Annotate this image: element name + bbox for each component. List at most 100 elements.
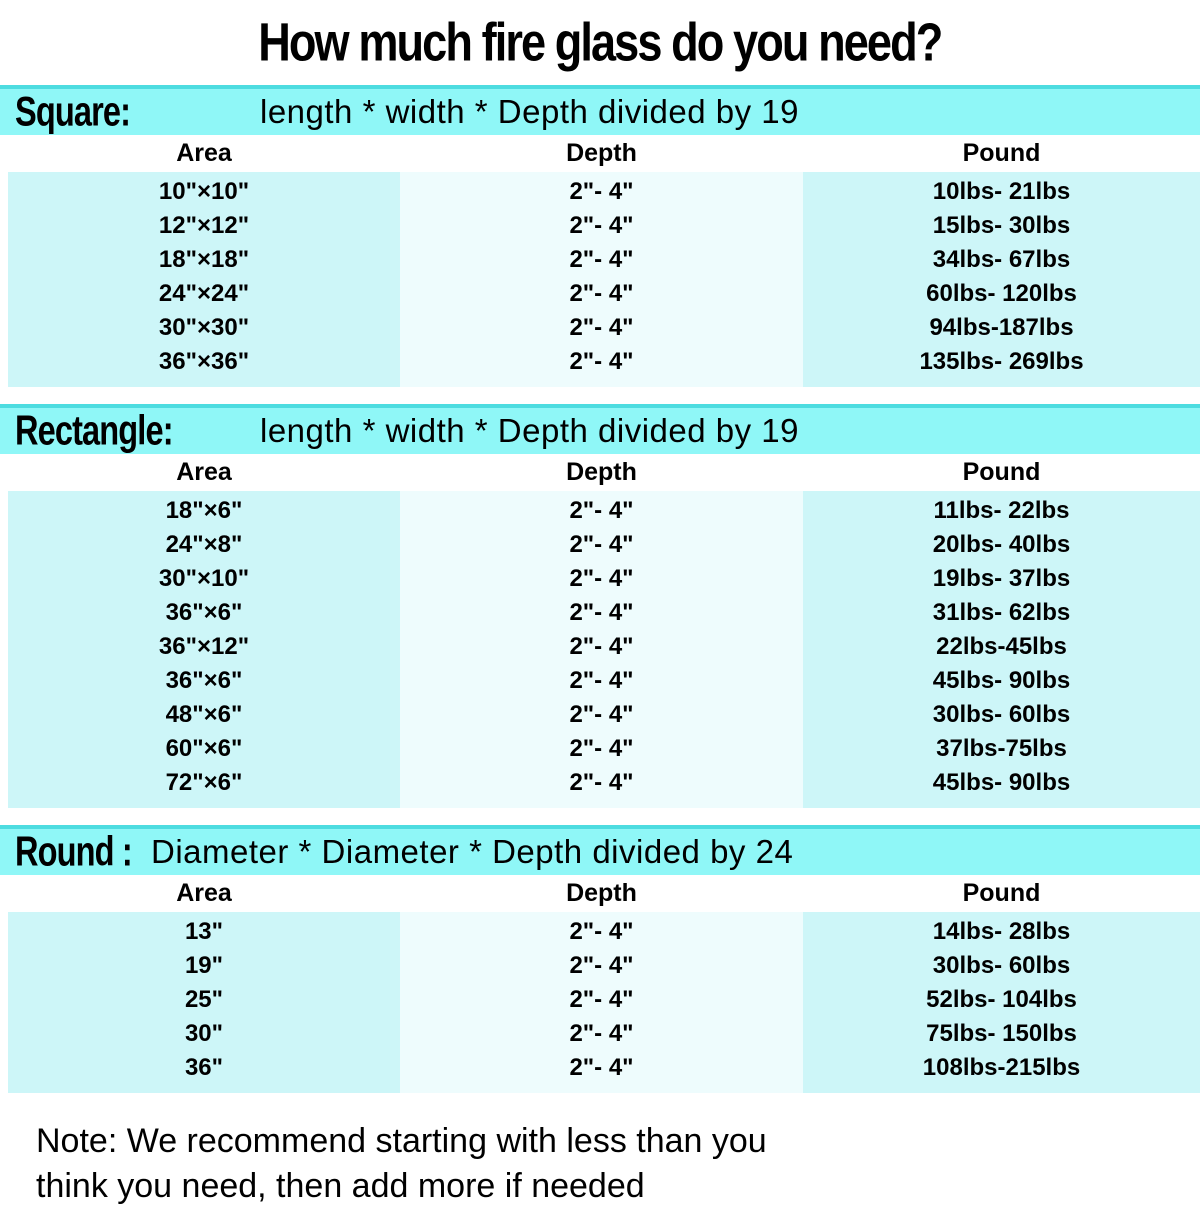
section-round-formula: Diameter * Diameter * Depth divided by 2… bbox=[151, 833, 794, 870]
depth-column: 2"- 4" 2"- 4" 2"- 4" 2"- 4" 2"- 4" 2"- 4" 2"- … bbox=[400, 491, 803, 808]
section-round-table: 13" 19" 25" 30" 36" 2"- 4" 2"- 4" 2"- 4" 2"- 4"… bbox=[0, 912, 1200, 1093]
page-title-text: How much fire glass do you need? bbox=[258, 11, 943, 72]
section-rectangle-formula: length * width * Depth divided by 19 bbox=[260, 412, 800, 449]
table-cell: 2"- 4" bbox=[569, 735, 634, 762]
table-cell: 2"- 4" bbox=[569, 667, 634, 694]
column-header-area: Area bbox=[176, 139, 232, 167]
table-cell: 18"×18" bbox=[158, 246, 250, 273]
table-cell: 36"×36" bbox=[158, 348, 250, 375]
page-title: How much fire glass do you need? bbox=[0, 0, 1200, 85]
table-cell: 36"×6" bbox=[165, 599, 243, 626]
table-cell: 36" bbox=[184, 1054, 224, 1081]
table-cell: 36"×6" bbox=[165, 667, 243, 694]
table-cell: 135lbs- 269lbs bbox=[919, 348, 1084, 375]
table-cell: 2"- 4" bbox=[569, 1020, 634, 1047]
section-square-name-slot: Square: bbox=[15, 88, 260, 135]
table-cell: 2"- 4" bbox=[569, 599, 634, 626]
table-cell: 37lbs-75lbs bbox=[936, 735, 1067, 762]
pound-column: 10lbs- 21lbs 15lbs- 30lbs 34lbs- 67lbs 60lb… bbox=[803, 172, 1200, 387]
table-cell: 36"×12" bbox=[158, 633, 250, 660]
table-cell: 10lbs- 21lbs bbox=[932, 178, 1071, 205]
table-cell: 30"×10" bbox=[158, 565, 250, 592]
column-header-depth: Depth bbox=[566, 139, 637, 167]
table-cell: 2"- 4" bbox=[569, 952, 634, 979]
table-cell: 52lbs- 104lbs bbox=[926, 986, 1077, 1013]
table-cell: 2"- 4" bbox=[569, 769, 634, 796]
table-cell: 18"×6" bbox=[165, 497, 243, 524]
table-cell: 30lbs- 60lbs bbox=[932, 701, 1071, 728]
section-rectangle-header-band: Rectangle: length * width * Depth divide… bbox=[0, 404, 1200, 454]
area-column: 10"×10" 12"×12" 18"×18" 24"×24" 30"×30" 36"×3… bbox=[8, 172, 400, 387]
table-cell: 75lbs- 150lbs bbox=[926, 1020, 1077, 1047]
note-text: Note: We recommend starting with less th… bbox=[36, 1119, 1200, 1209]
section-square-column-headers: Area Depth Pound bbox=[0, 135, 1200, 172]
section-rectangle: Rectangle: length * width * Depth divide… bbox=[0, 404, 1200, 808]
table-cell: 12"×12" bbox=[158, 212, 250, 239]
table-cell: 72"×6" bbox=[165, 769, 243, 796]
table-cell: 2"- 4" bbox=[569, 918, 634, 945]
column-header-area: Area bbox=[176, 458, 232, 486]
table-cell: 30lbs- 60lbs bbox=[932, 952, 1071, 979]
section-rectangle-table: 18"×6" 24"×8" 30"×10" 36"×6" 36"×12" 36"×6" 48… bbox=[0, 491, 1200, 808]
section-round-header-band: Round : Diameter * Diameter * Depth divi… bbox=[0, 825, 1200, 875]
table-cell: 19" bbox=[184, 952, 224, 979]
table-cell: 2"- 4" bbox=[569, 497, 634, 524]
table-cell: 11lbs- 22lbs bbox=[933, 497, 1070, 524]
table-cell: 24"×24" bbox=[158, 280, 250, 307]
column-header-depth: Depth bbox=[566, 458, 637, 486]
section-square-header-band: Square: length * width * Depth divided b… bbox=[0, 85, 1200, 135]
table-cell: 30" bbox=[184, 1020, 224, 1047]
table-cell: 24"×8" bbox=[165, 531, 243, 558]
table-cell: 2"- 4" bbox=[569, 701, 634, 728]
table-cell: 2"- 4" bbox=[569, 1054, 634, 1081]
table-cell: 30"×30" bbox=[158, 314, 250, 341]
table-cell: 108lbs-215lbs bbox=[922, 1054, 1081, 1081]
table-cell: 60"×6" bbox=[165, 735, 243, 762]
table-cell: 2"- 4" bbox=[569, 348, 634, 375]
table-cell: 10"×10" bbox=[158, 178, 250, 205]
note-line-2: think you need, then add more if needed bbox=[36, 1166, 645, 1205]
section-rectangle-column-headers: Area Depth Pound bbox=[0, 454, 1200, 491]
depth-column: 2"- 4" 2"- 4" 2"- 4" 2"- 4" 2"- 4" bbox=[400, 912, 803, 1093]
table-cell: 19lbs- 37lbs bbox=[932, 565, 1071, 592]
section-square-title: Square: bbox=[15, 88, 131, 135]
table-cell: 60lbs- 120lbs bbox=[926, 280, 1077, 307]
section-round-title: Round : bbox=[15, 828, 133, 875]
note-line-1: Note: We recommend starting with less th… bbox=[36, 1122, 767, 1160]
depth-column: 2"- 4" 2"- 4" 2"- 4" 2"- 4" 2"- 4" 2"- 4" bbox=[400, 172, 803, 387]
table-cell: 45lbs- 90lbs bbox=[932, 769, 1071, 796]
section-round-column-headers: Area Depth Pound bbox=[0, 875, 1200, 912]
column-header-pound: Pound bbox=[962, 458, 1041, 486]
area-column: 13" 19" 25" 30" 36" bbox=[8, 912, 400, 1093]
section-square: Square: length * width * Depth divided b… bbox=[0, 85, 1200, 387]
pound-column: 11lbs- 22lbs 20lbs- 40lbs 19lbs- 37lbs 31lb… bbox=[803, 491, 1200, 808]
section-rectangle-name-slot: Rectangle: bbox=[15, 407, 260, 454]
section-round-name-slot: Round : bbox=[15, 828, 151, 875]
column-header-area: Area bbox=[176, 879, 232, 907]
table-cell: 15lbs- 30lbs bbox=[932, 212, 1071, 239]
table-cell: 2"- 4" bbox=[569, 565, 634, 592]
table-cell: 45lbs- 90lbs bbox=[932, 667, 1071, 694]
area-column: 18"×6" 24"×8" 30"×10" 36"×6" 36"×12" 36"×6" 48… bbox=[8, 491, 400, 808]
table-cell: 2"- 4" bbox=[569, 633, 634, 660]
table-cell: 2"- 4" bbox=[569, 212, 634, 239]
section-round: Round : Diameter * Diameter * Depth divi… bbox=[0, 825, 1200, 1093]
table-cell: 2"- 4" bbox=[569, 246, 634, 273]
table-cell: 2"- 4" bbox=[569, 314, 634, 341]
column-header-depth: Depth bbox=[566, 879, 637, 907]
column-header-pound: Pound bbox=[962, 139, 1041, 167]
table-cell: 2"- 4" bbox=[569, 986, 634, 1013]
table-cell: 94lbs-187lbs bbox=[929, 314, 1074, 341]
table-cell: 2"- 4" bbox=[569, 178, 634, 205]
table-cell: 34lbs- 67lbs bbox=[932, 246, 1071, 273]
section-square-formula: length * width * Depth divided by 19 bbox=[260, 93, 800, 130]
table-cell: 25" bbox=[184, 986, 224, 1013]
table-cell: 20lbs- 40lbs bbox=[932, 531, 1071, 558]
table-cell: 2"- 4" bbox=[569, 531, 634, 558]
table-cell: 13" bbox=[184, 918, 224, 945]
table-cell: 2"- 4" bbox=[569, 280, 634, 307]
table-cell: 31lbs- 62lbs bbox=[932, 599, 1071, 626]
table-cell: 22lbs-45lbs bbox=[936, 633, 1067, 660]
section-rectangle-title: Rectangle: bbox=[15, 407, 174, 454]
table-cell: 48"×6" bbox=[165, 701, 243, 728]
